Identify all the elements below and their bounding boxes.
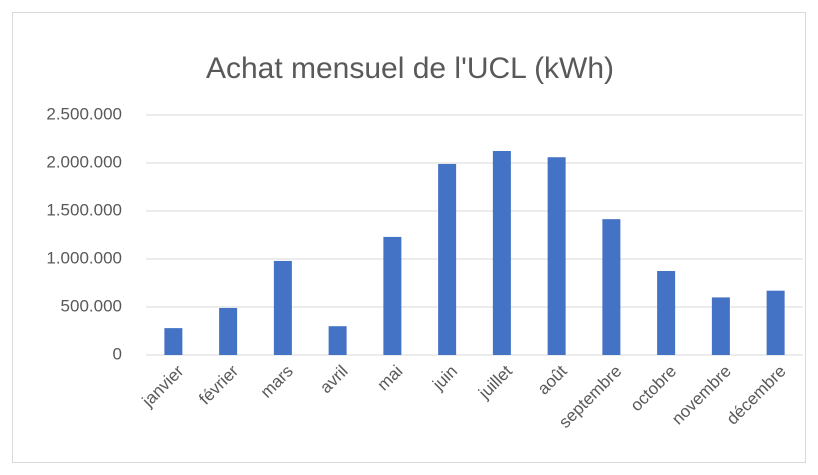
bar: [328, 326, 347, 355]
bar: [438, 163, 457, 355]
y-tick-label: 1.000.000: [46, 248, 122, 267]
y-tick-label: 500.000: [61, 296, 122, 315]
bar: [273, 260, 292, 355]
y-tick-label: 2.500.000: [46, 104, 122, 123]
y-tick-label: 2.000.000: [46, 152, 122, 171]
y-tick-label: 0: [113, 344, 122, 363]
y-tick-label: 1.500.000: [46, 200, 122, 219]
chart-title: Achat mensuel de l'UCL (kWh): [206, 52, 614, 85]
bar: [492, 151, 511, 355]
bar: [164, 328, 183, 355]
bar: [711, 297, 730, 355]
chart-border: [12, 12, 806, 463]
bar: [766, 290, 785, 355]
bar: [547, 157, 566, 355]
bar: [657, 271, 676, 355]
bar: [219, 307, 238, 355]
bar: [383, 236, 402, 355]
bar: [602, 219, 621, 355]
